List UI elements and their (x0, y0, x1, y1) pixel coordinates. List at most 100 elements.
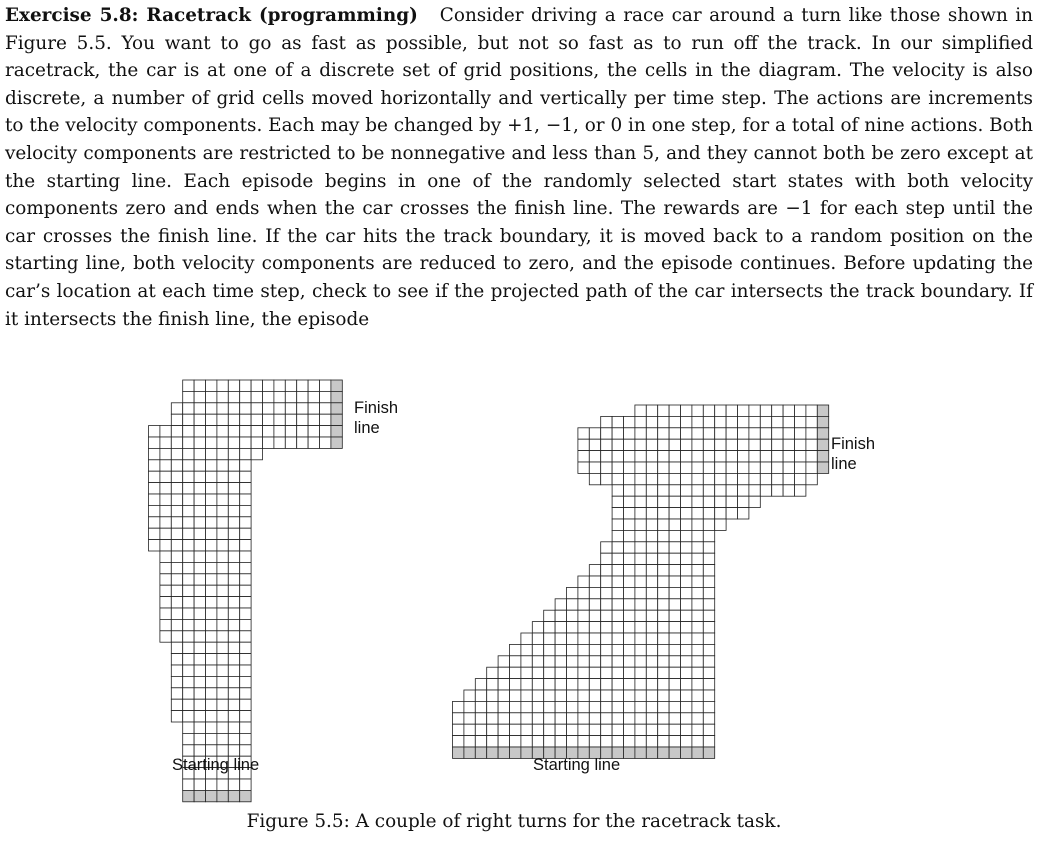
track-cell (588, 472, 602, 486)
track-cell (159, 630, 172, 643)
track-cell (170, 596, 184, 609)
track-cell (509, 712, 522, 725)
track-cell (307, 425, 320, 438)
track-cell (159, 516, 172, 529)
start-cell (182, 790, 195, 803)
track-cell (645, 415, 659, 429)
track-cell (170, 539, 184, 552)
start-cell (486, 746, 499, 759)
track-cell (520, 678, 533, 691)
track-cell (645, 472, 659, 486)
track-cell (566, 598, 579, 611)
track-cell (611, 621, 624, 634)
track-cell (205, 482, 218, 495)
track-cell (691, 689, 704, 702)
track-cell (691, 609, 704, 623)
track-cell (216, 721, 229, 734)
track-cell (554, 632, 567, 645)
track-cell (531, 712, 545, 725)
track-cell (227, 436, 241, 449)
figure-caption: Figure 5.5: A couple of right turns for … (246, 811, 782, 832)
track-cell (497, 723, 510, 737)
track-cell (554, 712, 567, 725)
track-cell (794, 415, 807, 429)
track-cell (182, 607, 195, 620)
track-cell (182, 721, 195, 734)
finish-cell (330, 379, 343, 392)
finish-line-label-left: Finish line (354, 399, 399, 437)
track-cell (725, 415, 738, 429)
track-cell (645, 427, 659, 440)
track-cell (193, 573, 206, 586)
track-cell (634, 621, 647, 634)
track-cell (486, 689, 499, 702)
track-cell (205, 459, 218, 472)
track-cell (794, 450, 807, 463)
track-cell (239, 402, 252, 415)
track-cell (634, 666, 647, 680)
track-cell (680, 587, 693, 600)
track-cell (520, 735, 533, 748)
track-cell (463, 689, 476, 702)
track-cell (714, 495, 727, 509)
track-cell (634, 507, 647, 520)
track-cell (520, 723, 533, 737)
track-cell (680, 735, 693, 748)
track-cell (805, 438, 818, 452)
track-cell (296, 436, 309, 449)
track-cell (486, 666, 499, 680)
track-cell (159, 550, 172, 563)
track-cell (170, 676, 184, 689)
track-cell (319, 425, 332, 438)
track-cell (748, 438, 761, 452)
track-cell (159, 436, 172, 449)
track-cell (577, 723, 590, 737)
track-cell (600, 541, 613, 554)
track-cell (794, 438, 807, 452)
track-cell (588, 723, 602, 737)
track-cell (680, 530, 693, 543)
track-cell (680, 689, 693, 702)
track-cell (805, 427, 818, 440)
track-cell (216, 379, 229, 392)
track-cell (680, 438, 693, 452)
track-cell (170, 698, 184, 712)
track-cell (794, 404, 807, 417)
track-cell (497, 689, 510, 702)
track-cell (588, 666, 602, 680)
track-cell (702, 518, 716, 531)
track-cell (216, 459, 229, 472)
track-cell (273, 379, 286, 392)
track-cell (588, 427, 602, 440)
track-cell (205, 413, 218, 427)
track-cell (771, 472, 784, 486)
track-cell (273, 425, 286, 438)
track-cell (216, 596, 229, 609)
track-cell (577, 598, 590, 611)
track-cell (611, 530, 624, 543)
start-cell (634, 746, 647, 759)
track-cell (668, 598, 681, 611)
track-cell (702, 609, 716, 623)
track-cell (182, 459, 195, 472)
track-cell (702, 461, 716, 474)
track-cell (623, 530, 636, 543)
track-cell (463, 735, 476, 748)
track-cell (205, 573, 218, 586)
track-cell (239, 733, 252, 746)
track-cell (668, 472, 681, 486)
track-cell (600, 598, 613, 611)
track-cell (148, 436, 161, 449)
track-cell (748, 450, 761, 463)
track-cell (657, 735, 670, 748)
track-cell (634, 530, 647, 543)
track-cell (714, 450, 727, 463)
track-cell (205, 698, 218, 712)
track-cell (737, 495, 750, 509)
track-cell (474, 701, 488, 714)
track-cell (680, 450, 693, 463)
track-cell (634, 450, 647, 463)
track-cell (182, 573, 195, 586)
track-cell (725, 450, 738, 463)
track-cell (748, 484, 761, 497)
